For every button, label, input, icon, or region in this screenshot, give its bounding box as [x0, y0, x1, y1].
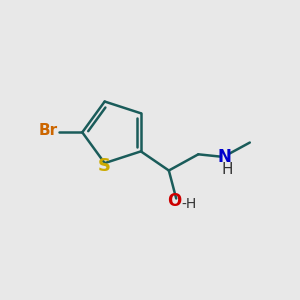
Text: S: S: [98, 157, 111, 175]
Text: O: O: [168, 192, 182, 210]
Text: N: N: [218, 148, 232, 166]
Text: -H: -H: [181, 197, 196, 211]
Text: Br: Br: [39, 123, 58, 138]
Text: H: H: [221, 162, 233, 177]
